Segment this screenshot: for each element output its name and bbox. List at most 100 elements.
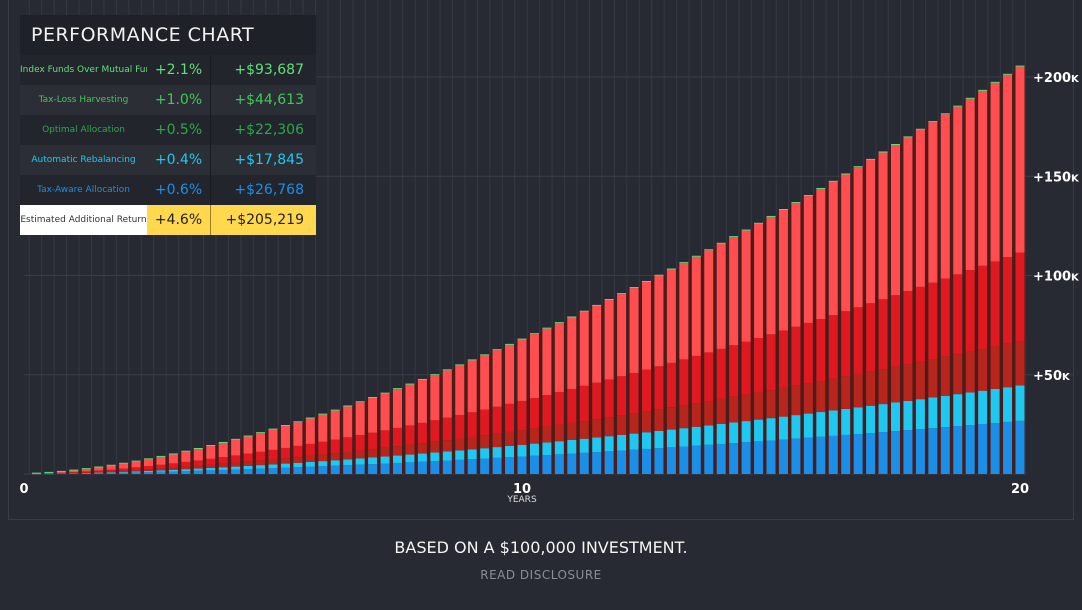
- bar-segment-optimal-allocation: [604, 417, 614, 437]
- bar-segment-tax-aware-allocation: [94, 473, 104, 474]
- bar-segment-optimal-allocation: [529, 428, 539, 444]
- bar-segment-index-funds-over-mutual-funds: [704, 250, 714, 353]
- bar-segment-optimal-allocation: [492, 433, 502, 448]
- bar-cap: [691, 255, 701, 257]
- bar-segment-tax-loss-harvesting: [305, 443, 315, 456]
- bar-segment-index-funds-over-mutual-funds: [953, 106, 963, 275]
- bar-segment-index-funds-over-mutual-funds: [604, 300, 614, 380]
- performance-table: PERFORMANCE CHART Index Funds Over Mutua…: [20, 15, 316, 235]
- y-tick-unit: K: [1071, 273, 1080, 284]
- bar-segment-tax-aware-allocation: [393, 462, 402, 474]
- bar-segment-index-funds-over-mutual-funds: [69, 470, 79, 473]
- bar-segment-tax-aware-allocation: [816, 436, 826, 474]
- bar-segment-tax-loss-harvesting: [567, 388, 577, 423]
- x-axis-label: YEARS: [506, 495, 537, 505]
- bar-segment-index-funds-over-mutual-funds: [617, 294, 627, 377]
- bar-segment-automatic-rebalancing: [866, 405, 876, 434]
- bar-segment-tax-aware-allocation: [679, 446, 689, 474]
- bar-segment-tax-loss-harvesting: [181, 461, 191, 467]
- bar-segment-tax-loss-harvesting: [455, 414, 465, 439]
- bar-segment-automatic-rebalancing: [617, 434, 627, 451]
- y-tick-unit: K: [1071, 173, 1080, 184]
- bar-segment-tax-loss-harvesting: [666, 362, 676, 408]
- bar-segment-index-funds-over-mutual-funds: [529, 334, 539, 399]
- bar-cap: [828, 180, 838, 182]
- bar-segment-automatic-rebalancing: [965, 392, 975, 426]
- y-tick-label: +50K: [1033, 369, 1071, 384]
- row-label: Automatic Rebalancing: [31, 155, 136, 165]
- bar-segment-automatic-rebalancing: [878, 404, 888, 433]
- bar-cap: [741, 229, 751, 231]
- y-tick-unit: K: [1062, 372, 1071, 383]
- bar-segment-index-funds-over-mutual-funds: [940, 114, 950, 279]
- bar-segment-optimal-allocation: [305, 455, 315, 462]
- bar-cap: [144, 458, 153, 460]
- bar-cap: [106, 464, 116, 466]
- bar-segment-automatic-rebalancing: [106, 472, 116, 473]
- bar-cap: [642, 280, 651, 282]
- bar-cap: [44, 471, 54, 473]
- bar-segment-tax-aware-allocation: [853, 433, 863, 474]
- bar-segment-tax-loss-harvesting: [529, 398, 539, 429]
- bar-segment-index-funds-over-mutual-funds: [455, 365, 465, 415]
- bar-segment-tax-loss-harvesting: [990, 261, 1000, 347]
- bar-cap: [754, 222, 764, 224]
- bar-cap: [542, 327, 552, 329]
- bar-segment-tax-loss-harvesting: [268, 449, 278, 460]
- bar-segment-automatic-rebalancing: [729, 422, 739, 444]
- bar-segment-optimal-allocation: [791, 385, 801, 416]
- bar-segment-tax-aware-allocation: [231, 469, 241, 474]
- bar-segment-optimal-allocation: [542, 426, 552, 443]
- bars: [31, 65, 1025, 475]
- bar-segment-automatic-rebalancing: [355, 458, 365, 465]
- bar-segment-tax-aware-allocation: [841, 434, 851, 474]
- bar-cap: [940, 113, 950, 115]
- bar-segment-automatic-rebalancing: [144, 470, 153, 473]
- bar-segment-tax-loss-harvesting: [106, 469, 116, 472]
- bar-segment-tax-loss-harvesting: [903, 291, 913, 365]
- bar-segment-optimal-allocation: [218, 463, 228, 468]
- bar-segment-index-funds-over-mutual-funds: [280, 426, 290, 448]
- bar-cap: [654, 274, 664, 276]
- bar-segment-optimal-allocation: [990, 346, 1000, 389]
- bar-segment-tax-loss-harvesting: [343, 437, 353, 452]
- bar-cap: [181, 450, 191, 452]
- bar-segment-tax-aware-allocation: [144, 472, 153, 474]
- bar-cap: [592, 304, 602, 306]
- bar-cap: [978, 89, 988, 91]
- bar-segment-tax-aware-allocation: [218, 469, 228, 474]
- bar-segment-tax-loss-harvesting: [554, 392, 564, 425]
- bar-segment-optimal-allocation: [318, 454, 328, 462]
- bar-segment-optimal-allocation: [256, 460, 266, 466]
- bar-segment-tax-aware-allocation: [268, 468, 278, 474]
- bar-segment-automatic-rebalancing: [741, 421, 751, 443]
- bar-segment-tax-loss-harvesting: [741, 341, 751, 395]
- bar-segment-index-funds-over-mutual-funds: [1015, 66, 1025, 253]
- bar-segment-optimal-allocation: [691, 403, 701, 427]
- bar-cap: [928, 121, 938, 123]
- bar-segment-tax-aware-allocation: [604, 451, 614, 474]
- bar-segment-automatic-rebalancing: [679, 428, 689, 447]
- bar-segment-tax-loss-harvesting: [579, 385, 589, 422]
- bar-segment-automatic-rebalancing: [978, 390, 988, 425]
- bar-segment-index-funds-over-mutual-funds: [816, 188, 826, 320]
- bar-cap: [355, 401, 365, 403]
- bar-segment-index-funds-over-mutual-funds: [965, 98, 975, 271]
- bar-segment-tax-loss-harvesting: [617, 376, 627, 416]
- bar-segment-automatic-rebalancing: [467, 449, 477, 460]
- table-row: Tax-Aware Allocation +0.6% +$26,768: [20, 175, 316, 205]
- read-disclosure-link[interactable]: READ DISCLOSURE: [480, 568, 602, 582]
- bar-segment-tax-aware-allocation: [915, 429, 925, 474]
- bar-segment-automatic-rebalancing: [579, 438, 589, 453]
- bar-segment-optimal-allocation: [654, 409, 664, 431]
- bar-segment-tax-loss-harvesting: [144, 466, 153, 470]
- bar-segment-automatic-rebalancing: [231, 466, 241, 470]
- bar-segment-tax-aware-allocation: [417, 461, 427, 474]
- bar-cap: [567, 316, 577, 318]
- bar-segment-tax-aware-allocation: [828, 435, 838, 474]
- bar-segment-tax-aware-allocation: [467, 459, 477, 474]
- bar-segment-optimal-allocation: [405, 444, 415, 455]
- bar-cap: [56, 470, 66, 472]
- bar-segment-automatic-rebalancing: [816, 412, 826, 437]
- bar-segment-optimal-allocation: [380, 447, 390, 457]
